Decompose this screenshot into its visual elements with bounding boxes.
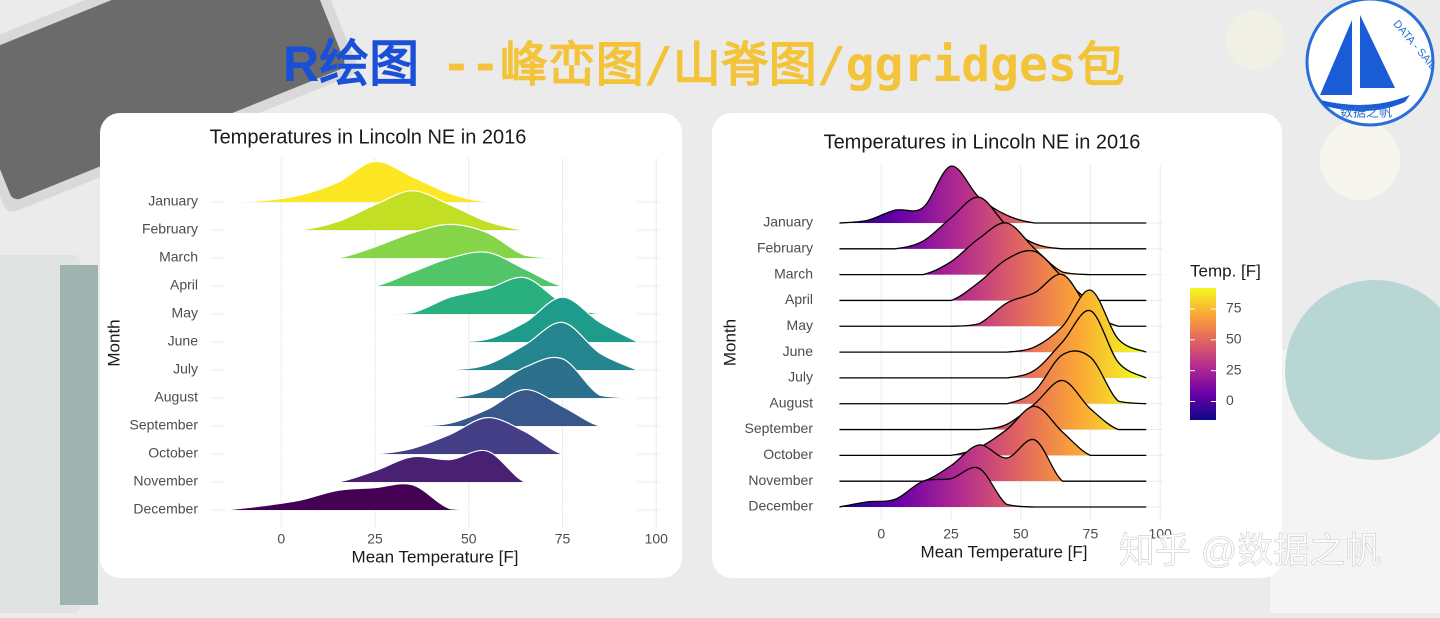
ridge <box>839 380 1147 430</box>
ridge-outline <box>224 321 638 371</box>
legend-label: 25 <box>1226 361 1242 377</box>
y-tick-label: September <box>130 417 199 433</box>
chart-title: Temperatures in Lincoln NE in 2016 <box>824 131 1141 153</box>
logo-name: 数据之帆 <box>1340 104 1392 119</box>
ridge <box>225 251 638 286</box>
ridge-outline <box>839 405 1147 457</box>
x-tick-label: 25 <box>367 531 383 547</box>
x-tick-label: 0 <box>877 526 885 542</box>
ridge-outline <box>839 466 1147 508</box>
x-axis-label: Mean Temperature [F] <box>352 547 519 566</box>
ridge <box>839 197 1147 249</box>
ridge-outline <box>839 165 1147 224</box>
ridge-outline <box>224 251 638 287</box>
y-tick-label: March <box>159 249 198 265</box>
ridge-outline <box>839 289 1147 353</box>
y-tick-label: November <box>748 472 813 488</box>
y-tick-label: November <box>133 473 198 489</box>
x-axis-label: Mean Temperature [F] <box>921 542 1088 561</box>
ridge-outline <box>224 160 638 203</box>
y-tick-label: August <box>769 394 813 410</box>
y-tick-label: October <box>148 445 198 461</box>
panel <box>100 113 682 578</box>
ridge-outline <box>224 190 638 231</box>
y-tick-label: December <box>748 498 813 514</box>
y-tick-label: October <box>763 446 813 462</box>
y-axis-label: Month <box>720 319 739 366</box>
legend-label: 0 <box>1226 392 1234 408</box>
watermark: 知乎 @数据之帆 <box>1119 530 1382 571</box>
y-tick-label: June <box>783 343 814 359</box>
y-tick-label: February <box>142 221 198 237</box>
ridge <box>225 389 638 426</box>
ridge-outline <box>225 388 638 427</box>
ridge-outline <box>839 310 1147 379</box>
ridge <box>225 224 638 258</box>
ridge <box>225 161 638 202</box>
ridge-outline <box>839 379 1147 431</box>
y-tick-label: February <box>757 240 813 256</box>
panel <box>712 113 1282 578</box>
y-tick-label: December <box>133 501 198 517</box>
ridge-outline <box>839 222 1147 276</box>
y-tick-label: April <box>170 277 198 293</box>
colorbar <box>1190 288 1216 420</box>
ridge-outline <box>224 416 638 455</box>
x-tick-label: 50 <box>461 531 477 547</box>
y-tick-label: May <box>787 317 813 333</box>
legend-label: 75 <box>1226 300 1242 316</box>
ridge <box>225 322 638 370</box>
title-gold: --峰峦图/山脊图/ggridges包 <box>442 37 1125 93</box>
y-tick-label: May <box>172 305 198 321</box>
legend-title: Temp. [F] <box>1190 261 1261 280</box>
y-tick-label: July <box>788 369 813 385</box>
ridge <box>225 450 638 482</box>
x-tick-label: 50 <box>1013 526 1029 542</box>
x-tick-label: 75 <box>1083 526 1099 542</box>
ridge <box>225 357 638 398</box>
ridge <box>839 274 1147 327</box>
ridge-outline <box>224 296 638 343</box>
y-tick-label: September <box>745 420 814 436</box>
ridge <box>225 297 638 342</box>
ridge <box>839 439 1147 482</box>
ridge-outline <box>224 223 638 259</box>
ridge-outline <box>225 356 638 399</box>
charts: Temperatures in Lincoln NE in 2016 Mean T… <box>104 126 1260 566</box>
x-tick-label: 0 <box>277 531 285 547</box>
x-tick-label: 100 <box>1149 526 1173 542</box>
chart-title: Temperatures in Lincoln NE in 2016 <box>210 126 527 148</box>
ridge <box>839 222 1147 275</box>
y-tick-label: August <box>154 389 198 405</box>
ridge-outline <box>839 438 1147 482</box>
y-tick-label: January <box>148 193 198 209</box>
logo: DATA - SAIL 数据之帆 <box>1305 0 1439 127</box>
y-tick-label: April <box>785 291 813 307</box>
legend-label: 50 <box>1226 331 1242 347</box>
title-blue: R绘图 <box>283 36 419 92</box>
y-tick-label: June <box>168 333 199 349</box>
x-tick-label: 100 <box>645 531 669 547</box>
y-tick-label: July <box>173 361 198 377</box>
ridge-outline <box>224 483 638 511</box>
ridge <box>839 467 1147 507</box>
ridge-outline <box>839 196 1147 250</box>
ridge <box>225 190 638 230</box>
ridge <box>225 277 638 314</box>
ridge <box>839 406 1147 456</box>
y-axis-label: Month <box>104 319 123 366</box>
y-tick-label: March <box>774 265 813 281</box>
ridge-outline <box>839 350 1147 405</box>
x-tick-label: 25 <box>943 526 959 542</box>
ridge <box>225 417 638 454</box>
ridge-outline <box>225 449 638 483</box>
y-tick-label: January <box>763 214 813 230</box>
x-tick-label: 75 <box>555 531 571 547</box>
